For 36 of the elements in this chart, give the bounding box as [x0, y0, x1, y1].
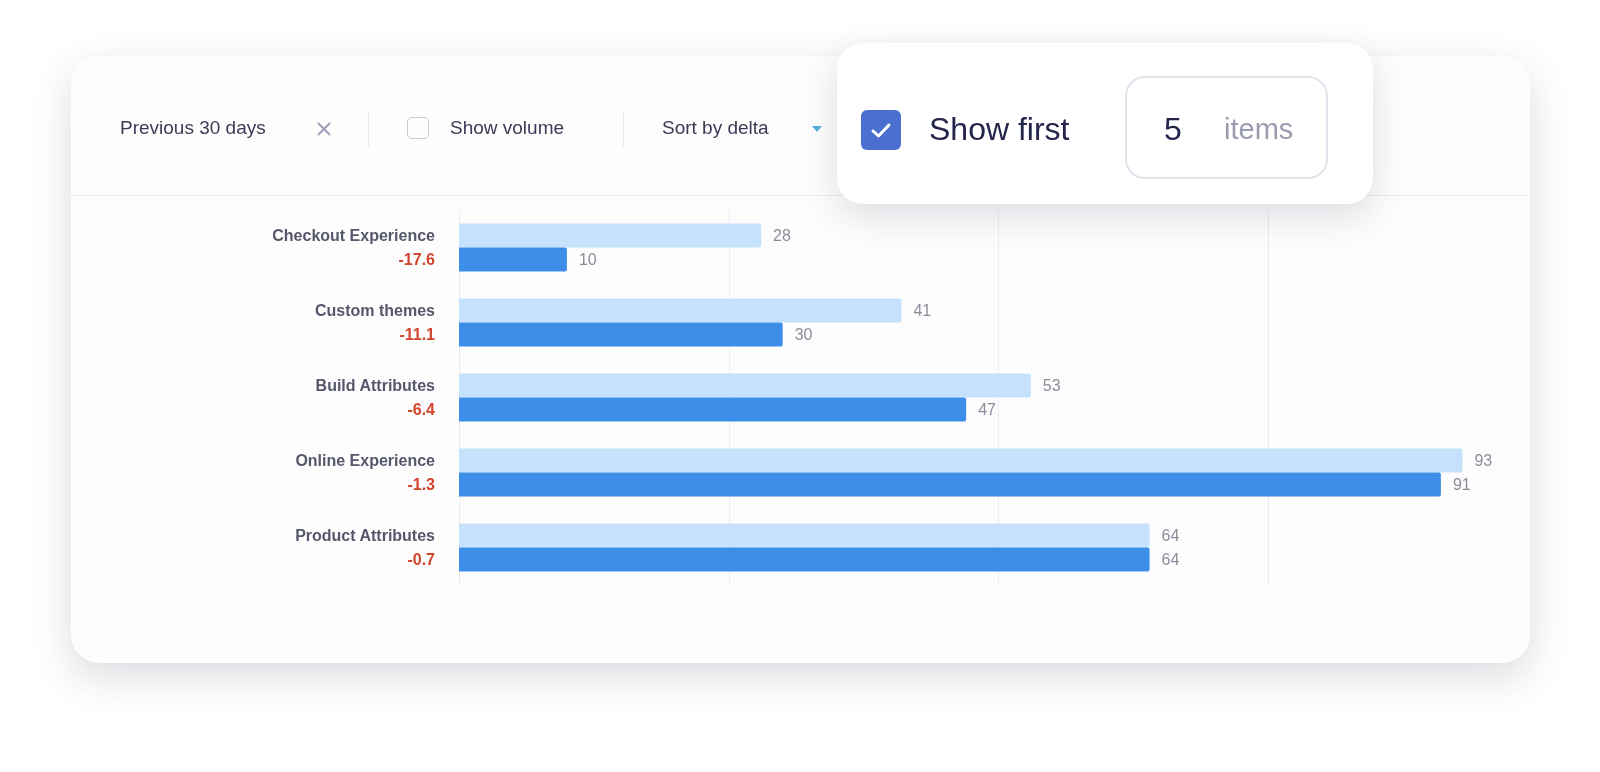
bar [459, 448, 1463, 473]
text: -0.7 [407, 551, 436, 568]
data-label: 53 [1042, 377, 1061, 394]
text: Previous 30 days [120, 117, 266, 139]
bar [459, 373, 1031, 398]
bar [459, 397, 967, 422]
bar [459, 247, 567, 272]
text: Show first [929, 111, 1070, 148]
data-label: 28 [773, 227, 792, 244]
y-tick-label: Checkout Experience [272, 227, 436, 244]
text: -17.6 [398, 251, 436, 268]
bar [459, 523, 1150, 548]
data-label: 91 [1452, 476, 1471, 493]
data-label: 41 [913, 302, 932, 319]
bar [459, 472, 1441, 497]
y-tick-label: Product Attributes [295, 527, 436, 544]
data-label: 30 [794, 326, 813, 343]
data-label: 93 [1474, 452, 1493, 469]
text: -1.3 [407, 476, 436, 493]
bar [459, 223, 762, 248]
y-tick-label: Custom themes [314, 302, 436, 319]
text: items [1224, 113, 1294, 146]
bar [459, 547, 1150, 572]
text: 5 [1164, 111, 1182, 148]
y-tick-label: Online Experience [295, 452, 436, 469]
data-label: 10 [578, 251, 597, 268]
text: -6.4 [407, 401, 436, 418]
text: Show volume [450, 117, 565, 139]
y-tick-label: Build Attributes [315, 377, 436, 394]
text: -11.1 [399, 326, 436, 343]
bar [459, 322, 783, 347]
data-label: 64 [1161, 551, 1180, 568]
text: Sort by delta [662, 117, 769, 139]
bar [459, 298, 902, 323]
data-label: 64 [1161, 527, 1180, 544]
data-label: 47 [978, 401, 997, 418]
